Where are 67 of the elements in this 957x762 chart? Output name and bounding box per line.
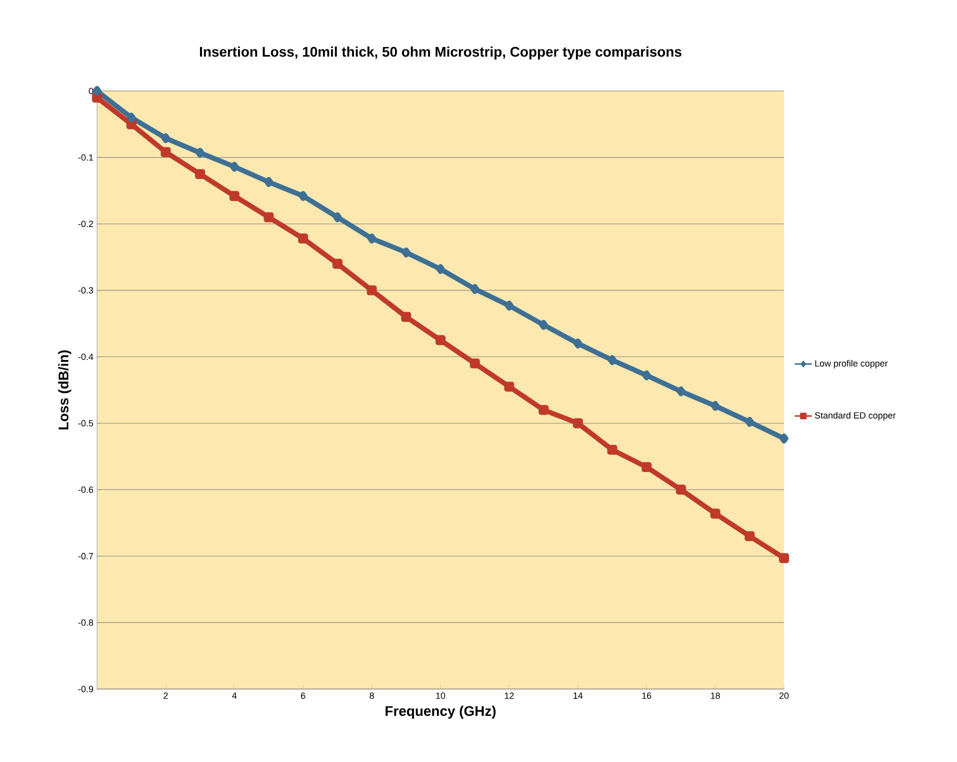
y-tick-label: -0.1	[78, 154, 94, 161]
point	[264, 212, 274, 222]
point	[195, 169, 206, 180]
x-axis-title: Frequency (GHz)	[386, 706, 496, 719]
point	[402, 247, 411, 258]
point	[676, 386, 686, 396]
x-tick-label: 14	[574, 692, 583, 699]
point	[539, 320, 548, 330]
x-tick-label: 12	[504, 692, 514, 699]
point	[333, 212, 342, 222]
point	[642, 462, 652, 472]
point	[745, 416, 754, 427]
point	[161, 133, 170, 144]
x-tick-label: 20	[779, 692, 789, 699]
point	[607, 444, 618, 455]
point	[779, 553, 789, 564]
y-tick-label: -0.6	[78, 486, 94, 493]
point	[229, 191, 240, 201]
point	[366, 285, 377, 296]
y-tick-label: -0.8	[78, 619, 94, 626]
point	[642, 370, 651, 380]
x-tick-label: 2	[164, 692, 168, 699]
y-tick-label: -0.3	[78, 287, 94, 294]
point	[126, 112, 136, 123]
point	[298, 234, 308, 244]
point	[470, 358, 480, 368]
point	[710, 400, 720, 411]
y-tick-label: -0.5	[78, 420, 94, 426]
point	[572, 418, 583, 428]
x-tick-label: 4	[232, 692, 237, 699]
chart-title: Insertion Loss, 10mil thick, 50 ohm Microstrip, Copper type comparisons	[200, 46, 682, 60]
legend-label: Low profile copper	[815, 360, 888, 368]
point	[436, 335, 446, 346]
point	[504, 382, 514, 392]
point	[780, 434, 788, 444]
point	[538, 404, 549, 415]
x-tick-label: 8	[370, 692, 374, 699]
y-tick-label: -0.7	[78, 552, 94, 560]
point	[230, 162, 239, 172]
point	[126, 119, 136, 130]
point	[710, 508, 720, 519]
y-tick-label: -0.2	[78, 220, 94, 228]
x-tick-label: 18	[711, 692, 720, 699]
point	[298, 191, 308, 201]
point	[401, 312, 412, 322]
point	[436, 264, 445, 274]
point	[160, 147, 171, 158]
x-tick-label: 10	[436, 692, 446, 699]
point	[332, 258, 342, 269]
point	[574, 338, 582, 348]
y-tick-label: -0.9	[78, 686, 94, 692]
x-tick-label: 6	[301, 692, 306, 699]
x-tick-label: 16	[642, 692, 652, 699]
y-tick-label: -0.4	[78, 354, 94, 360]
point	[744, 531, 755, 542]
point	[92, 92, 102, 103]
point	[676, 484, 686, 495]
y-tick-label: 0	[88, 88, 94, 94]
point	[264, 177, 274, 188]
point	[367, 234, 376, 244]
point	[504, 300, 514, 311]
y-axis-title: Loss (dB/in)	[58, 350, 72, 430]
point	[196, 148, 204, 158]
point	[92, 86, 102, 96]
point	[608, 355, 617, 366]
point	[470, 284, 480, 294]
legend-label: Standard ED copper	[814, 412, 896, 420]
